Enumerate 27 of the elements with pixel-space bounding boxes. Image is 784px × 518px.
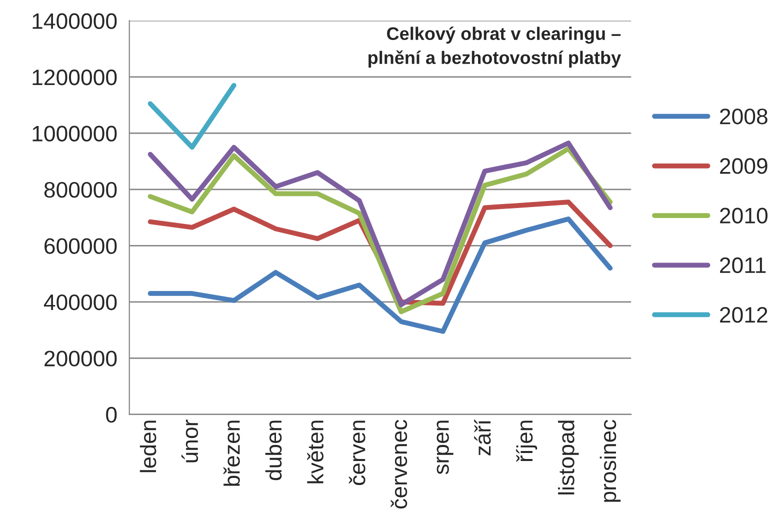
- y-tick-label: 600000: [44, 238, 117, 254]
- y-tick-label: 0: [106, 406, 117, 423]
- legend-label: 2011: [720, 257, 766, 274]
- x-tick-label: duben: [265, 420, 282, 480]
- legend-label: 2008: [720, 108, 768, 124]
- y-tick-label: 200000: [44, 350, 117, 366]
- x-tick-label: leden: [140, 420, 156, 472]
- legend-label: 2010: [720, 208, 768, 224]
- x-tick-label: říjen: [516, 420, 538, 462]
- legend-label: 2009: [720, 158, 768, 174]
- x-tick-label: květen: [307, 420, 324, 484]
- x-tick-label: listopad: [558, 420, 579, 494]
- x-tick-label: srpen: [436, 420, 454, 474]
- y-tick-label: 1000000: [32, 126, 117, 142]
- x-tick-label: prosinec: [600, 420, 621, 502]
- line-series: [148, 216, 613, 334]
- x-tick-label: červen: [348, 420, 366, 486]
- y-tick-label: 800000: [44, 182, 117, 198]
- y-tick-label: 1400000: [32, 13, 117, 29]
- x-tick-label: červenec: [390, 420, 408, 508]
- x-tick-label: březen: [223, 420, 240, 486]
- y-tick-label: 1200000: [32, 69, 117, 86]
- x-tick-label: únor: [181, 420, 198, 462]
- x-tick-label: září: [474, 419, 491, 456]
- y-tick-label: 400000: [44, 294, 117, 310]
- text: Celkový obrat v clearingu – plnění a bezhotovostní platby: [368, 26, 622, 68]
- legend-label: 2012: [720, 306, 768, 323]
